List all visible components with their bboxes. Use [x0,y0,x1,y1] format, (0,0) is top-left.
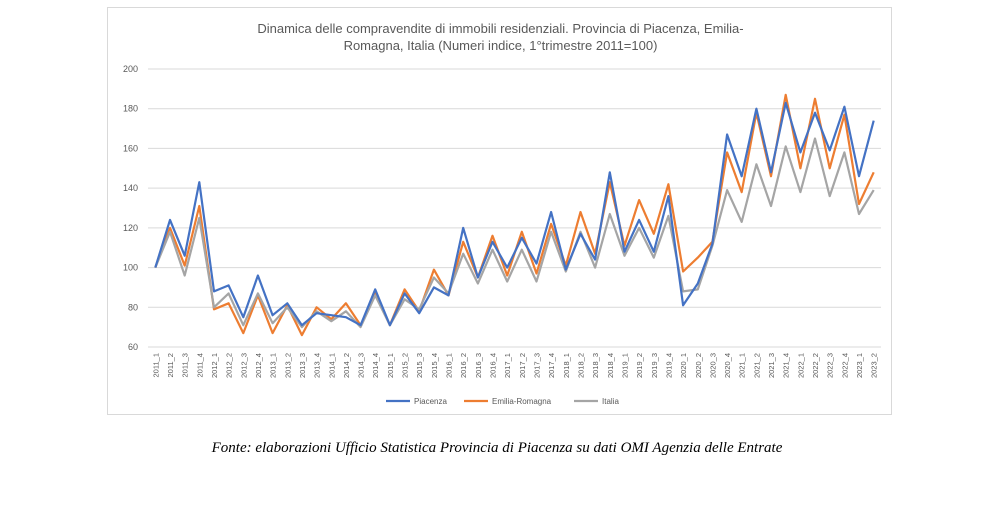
x-tick-label: 2018_4 [606,353,615,378]
y-tick-label: 160 [123,143,138,153]
y-tick-label: 80 [128,302,138,312]
y-tick-label: 200 [123,64,138,74]
x-tick-label: 2017_3 [532,353,541,378]
x-tick-label: 2021_2 [752,353,761,378]
y-tick-label: 180 [123,104,138,114]
source-caption: Fonte: elaborazioni Ufficio Statistica P… [211,440,783,456]
x-tick-label: 2012_3 [239,353,248,378]
x-tick-label: 2013_2 [283,353,292,378]
legend-label: Emilia-Romagna [492,397,552,406]
x-tick-label: 2016_4 [489,353,498,378]
x-tick-label: 2017_2 [518,353,527,378]
x-tick-label: 2013_4 [313,353,322,378]
legend-label: Italia [602,397,619,406]
x-tick-label: 2016_1 [445,353,454,378]
x-tick-label: 2015_2 [401,353,410,378]
x-tick-label: 2012_4 [254,353,263,378]
y-tick-label: 120 [123,223,138,233]
x-tick-label: 2023_1 [855,353,864,378]
x-tick-label: 2014_1 [327,353,336,378]
x-tick-label: 2012_2 [225,353,234,378]
chart-title-line-2: Romagna, Italia (Numeri indice, 1°trimes… [343,38,658,53]
x-tick-label: 2016_3 [474,353,483,378]
x-tick-label: 2011_3 [181,353,190,377]
x-tick-label: 2013_3 [298,353,307,378]
x-tick-label: 2017_1 [503,353,512,378]
series-line-emilia-romagna [154,93,875,337]
series-line-italia [154,137,875,329]
x-tick-label: 2015_3 [415,353,424,378]
x-tick-label: 2020_1 [679,353,688,378]
x-tick-label: 2011_4 [195,353,204,377]
x-tick-label: 2015_1 [386,353,395,378]
x-tick-label: 2020_4 [723,353,732,378]
x-tick-label: 2022_1 [796,353,805,378]
series-line-piacenza [154,101,875,327]
y-tick-label: 60 [128,342,138,352]
x-tick-label: 2021_4 [782,353,791,378]
x-tick-label: 2017_4 [547,353,556,378]
x-tick-label: 2014_3 [357,353,366,378]
x-tick-label: 2019_1 [620,353,629,378]
x-tick-label: 2018_1 [562,353,571,378]
x-tick-label: 2016_2 [459,353,468,378]
x-tick-label: 2019_4 [664,353,673,378]
x-tick-label: 2018_3 [591,353,600,378]
x-tick-label: 2014_4 [371,353,380,378]
y-tick-label: 100 [123,263,138,273]
x-tick-label: 2022_4 [840,353,849,378]
x-tick-label: 2011_1 [151,353,160,377]
x-tick-label: 2020_3 [708,353,717,378]
x-tick-label: 2021_1 [738,353,747,378]
x-tick-label: 2015_4 [430,353,439,378]
chart-frame: Dinamica delle compravendite di immobili… [107,7,892,415]
x-tick-label: 2022_3 [826,353,835,378]
x-tick-label: 2018_2 [576,353,585,378]
x-tick-label: 2012_1 [210,353,219,378]
x-tick-label: 2023_2 [870,353,879,378]
x-tick-label: 2022_2 [811,353,820,378]
chart-title-line-1: Dinamica delle compravendite di immobili… [257,21,744,36]
y-tick-label: 140 [123,183,138,193]
x-tick-label: 2019_2 [635,353,644,378]
x-tick-label: 2019_3 [650,353,659,378]
legend-label: Piacenza [414,397,447,406]
x-tick-label: 2021_3 [767,353,776,378]
x-tick-label: 2011_2 [166,353,175,377]
line-chart: 60 80 100 120 140 160 180 200 2011_1 2011_2 2011_… [123,64,881,406]
x-tick-label: 2020_2 [694,353,703,378]
x-tick-label: 2013_1 [269,353,278,378]
x-tick-label: 2014_2 [342,353,351,378]
